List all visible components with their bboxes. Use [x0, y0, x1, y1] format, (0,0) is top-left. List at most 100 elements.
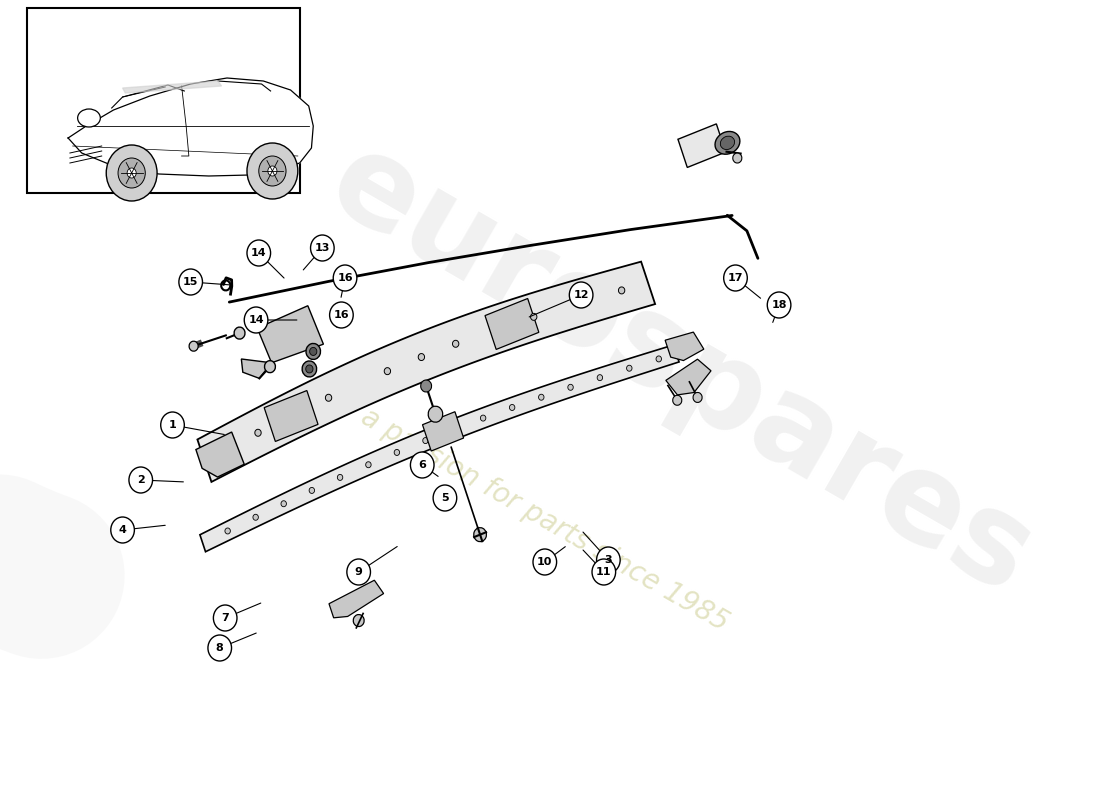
Ellipse shape — [715, 131, 740, 154]
Bar — [28, 8, 299, 193]
Circle shape — [234, 327, 245, 339]
Text: 10: 10 — [537, 557, 552, 567]
Circle shape — [179, 269, 202, 295]
Circle shape — [306, 343, 320, 359]
Circle shape — [768, 292, 791, 318]
Circle shape — [420, 380, 431, 392]
Circle shape — [255, 430, 261, 436]
Polygon shape — [122, 81, 221, 93]
Ellipse shape — [720, 136, 735, 150]
Polygon shape — [329, 580, 384, 618]
Circle shape — [248, 240, 271, 266]
Circle shape — [213, 605, 236, 631]
Circle shape — [534, 549, 557, 575]
Circle shape — [481, 415, 486, 421]
Circle shape — [570, 282, 593, 308]
Text: 17: 17 — [728, 273, 744, 283]
Circle shape — [733, 153, 741, 163]
Circle shape — [673, 395, 682, 406]
Text: 18: 18 — [771, 300, 786, 310]
Text: a passion for parts since 1985: a passion for parts since 1985 — [356, 403, 734, 637]
Circle shape — [509, 405, 515, 410]
Circle shape — [338, 474, 343, 481]
Text: 8: 8 — [216, 643, 223, 653]
Text: 3: 3 — [605, 555, 613, 565]
Text: 7: 7 — [221, 613, 229, 623]
Bar — [485, 298, 539, 350]
Circle shape — [384, 368, 390, 374]
Polygon shape — [666, 359, 711, 395]
Circle shape — [268, 166, 277, 176]
Polygon shape — [197, 262, 656, 482]
Polygon shape — [196, 432, 244, 477]
Circle shape — [230, 442, 236, 449]
Circle shape — [592, 559, 616, 585]
Text: 14: 14 — [249, 315, 264, 325]
Circle shape — [302, 361, 317, 377]
Circle shape — [346, 559, 371, 585]
Circle shape — [474, 528, 486, 542]
Circle shape — [258, 156, 286, 186]
Circle shape — [306, 365, 313, 373]
Polygon shape — [678, 124, 726, 167]
Circle shape — [244, 307, 268, 333]
Circle shape — [128, 168, 136, 178]
Circle shape — [618, 287, 625, 294]
Circle shape — [568, 384, 573, 390]
Circle shape — [189, 341, 198, 351]
Circle shape — [693, 393, 702, 402]
Text: 11: 11 — [596, 567, 612, 577]
Circle shape — [309, 347, 317, 355]
Circle shape — [422, 438, 428, 443]
Circle shape — [724, 265, 747, 291]
Circle shape — [326, 394, 332, 402]
Circle shape — [452, 340, 459, 347]
Circle shape — [129, 467, 153, 493]
Circle shape — [539, 394, 544, 400]
Circle shape — [161, 412, 185, 438]
Circle shape — [280, 501, 286, 506]
Text: 6: 6 — [418, 460, 426, 470]
Circle shape — [224, 528, 230, 534]
Circle shape — [264, 361, 275, 373]
Circle shape — [597, 374, 603, 381]
Circle shape — [208, 635, 231, 661]
Circle shape — [451, 426, 456, 432]
Circle shape — [394, 450, 399, 455]
Circle shape — [253, 514, 258, 520]
Circle shape — [248, 143, 298, 199]
Text: 4: 4 — [119, 525, 126, 535]
Ellipse shape — [78, 109, 100, 127]
Text: 14: 14 — [251, 248, 266, 258]
Polygon shape — [241, 359, 272, 378]
Bar — [422, 412, 463, 451]
Bar — [264, 390, 318, 442]
Circle shape — [333, 265, 356, 291]
Circle shape — [433, 485, 456, 511]
Circle shape — [111, 517, 134, 543]
Polygon shape — [200, 345, 679, 552]
Polygon shape — [68, 78, 314, 176]
Circle shape — [583, 297, 590, 304]
Circle shape — [410, 452, 435, 478]
Text: 12: 12 — [573, 290, 588, 300]
Text: 5: 5 — [441, 493, 449, 503]
Circle shape — [309, 487, 315, 494]
Text: 16: 16 — [338, 273, 353, 283]
Text: 16: 16 — [333, 310, 349, 320]
Circle shape — [530, 314, 537, 320]
Circle shape — [330, 302, 353, 328]
Circle shape — [310, 235, 334, 261]
Circle shape — [118, 158, 145, 188]
Text: eurospares: eurospares — [309, 120, 1054, 620]
Text: 9: 9 — [354, 567, 363, 577]
Circle shape — [627, 366, 632, 371]
Text: 15: 15 — [183, 277, 198, 287]
Text: 2: 2 — [136, 475, 144, 485]
Circle shape — [596, 547, 620, 573]
Circle shape — [418, 354, 425, 361]
Circle shape — [107, 145, 157, 201]
Polygon shape — [666, 332, 704, 361]
Circle shape — [365, 462, 371, 468]
Circle shape — [656, 356, 661, 362]
